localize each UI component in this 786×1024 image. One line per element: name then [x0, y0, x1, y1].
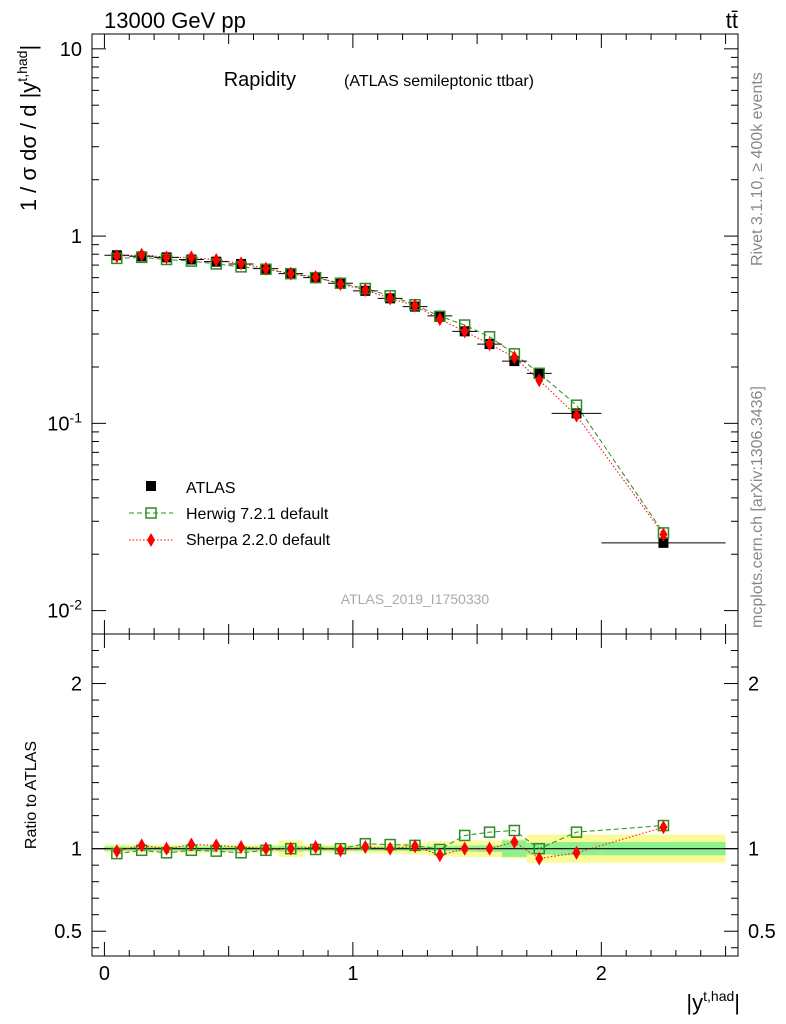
- sherpa-ratio-point: [162, 841, 171, 856]
- x-axis-label: |yt,had|: [686, 988, 740, 1015]
- sherpa-ratio-point: [411, 839, 419, 854]
- energy-label: 13000 GeV pp: [104, 8, 246, 33]
- sherpa-point: [361, 283, 370, 298]
- sherpa-ratio-point: [311, 840, 320, 855]
- sherpa-point: [187, 250, 196, 265]
- ratio-y-axis-label: Ratio to ATLAS: [23, 741, 40, 849]
- main-y-tick-label: 10-2: [47, 597, 82, 623]
- sherpa-ratio-point: [261, 841, 270, 856]
- sherpa-point: [212, 253, 221, 268]
- sherpa-ratio-point: [187, 837, 196, 852]
- ratio-y-tick-label-right: 2: [748, 674, 759, 696]
- herwig-ratio-point: [483, 826, 496, 838]
- main-y-axis-label: 1 / σ dσ / d |yt,had|: [14, 45, 41, 211]
- ratio-y-tick-label-right: 1: [748, 839, 759, 861]
- main-ticks: [92, 34, 738, 634]
- sherpa-point: [386, 291, 395, 306]
- sherpa-point: [336, 276, 345, 291]
- sherpa-point: [137, 247, 146, 262]
- sherpa-point: [162, 250, 171, 265]
- process-label: tt̄: [726, 8, 738, 33]
- main-y-tick-labels: 10 1 10-1 10-2: [47, 39, 82, 623]
- sherpa-point: [112, 249, 121, 264]
- ratio-panel: Ratio to ATLAS 0.5 0.5 1 1 2 2 0 1 2 |yt,had|: [23, 633, 776, 1015]
- sherpa-ratio-point: [361, 840, 370, 855]
- main-subtitle: (ATLAS semileptonic ttbar): [344, 73, 534, 90]
- x-tick-label: 1: [347, 963, 358, 985]
- legend-label-herwig: Herwig 7.2.1 default: [186, 506, 329, 523]
- sherpa-point: [535, 373, 544, 388]
- sherpa-ratio-point: [659, 820, 668, 835]
- ratio-ticks: [92, 633, 738, 956]
- sherpa-ratio-point: [572, 845, 581, 860]
- legend-marker-sherpa: [147, 533, 155, 547]
- sherpa-point: [237, 256, 246, 271]
- sherpa-ratio-point: [460, 841, 469, 856]
- sherpa-point: [411, 298, 419, 313]
- sherpa-point: [460, 324, 469, 339]
- main-y-tick-label: 1: [71, 226, 82, 248]
- sherpa-ratio-point: [435, 848, 444, 863]
- sherpa-ratio-point: [535, 851, 544, 866]
- main-title: Rapidity: [224, 69, 296, 91]
- sherpa-ratio-point: [386, 841, 395, 856]
- sherpa-point: [659, 527, 668, 542]
- legend-marker-herwig: [145, 507, 157, 519]
- herwig-ratio-point: [570, 826, 583, 838]
- main-y-tick-label: 10: [60, 39, 82, 61]
- ratio-y-tick-labels: 0.5 0.5 1 1 2 2: [54, 674, 776, 944]
- mcplots-label: mcplots.cern.ch [arXiv:1306.3436]: [749, 386, 766, 628]
- sherpa-point: [311, 269, 320, 284]
- herwig-ratio-point: [458, 829, 471, 842]
- sherpa-ratio-point: [137, 838, 146, 853]
- sherpa-ratio-point: [510, 835, 519, 850]
- sherpa-point: [510, 350, 519, 365]
- x-tick-label: 0: [99, 963, 110, 985]
- sherpa-ratio-point: [212, 838, 221, 853]
- rivet-label: Rivet 3.1.10, ≥ 400k events: [749, 72, 766, 266]
- herwig-line: [116, 256, 664, 534]
- ratio-frame: [91, 633, 739, 957]
- sherpa-ratio-point: [286, 841, 295, 856]
- x-tick-labels: 0 1 2: [99, 963, 607, 985]
- legend-label-sherpa: Sherpa 2.2.0 default: [186, 532, 331, 549]
- sherpa-point: [286, 266, 295, 281]
- sherpa-ratio-point: [485, 841, 494, 856]
- x-tick-label: 2: [596, 963, 607, 985]
- sherpa-point: [572, 408, 581, 423]
- main-y-tick-label: 10-1: [47, 409, 82, 435]
- ratio-y-tick-label-left: 0.5: [54, 921, 82, 943]
- analysis-watermark: ATLAS_2019_I1750330: [341, 591, 490, 607]
- sherpa-point: [435, 312, 444, 327]
- ratio-series: [111, 819, 670, 866]
- legend: ATLAS Herwig 7.2.1 default Sherpa 2.2.0 …: [129, 480, 331, 549]
- main-panel: Rapidity (ATLAS semileptonic ttbar) ATLA…: [14, 33, 739, 635]
- sherpa-point: [261, 261, 270, 276]
- sherpa-ratio-point: [336, 843, 345, 858]
- sherpa-line: [116, 254, 664, 535]
- ratio-y-tick-label-right: 0.5: [748, 921, 776, 943]
- legend-marker-atlas: [146, 481, 156, 491]
- sherpa-ratio-point: [237, 840, 246, 855]
- main-series: [104, 247, 726, 548]
- ratio-y-tick-label-left: 1: [71, 839, 82, 861]
- atlas-point: [658, 537, 669, 548]
- legend-label-atlas: ATLAS: [186, 480, 236, 497]
- sherpa-ratio-point: [112, 844, 121, 859]
- sherpa-point: [485, 337, 494, 352]
- ratio-y-tick-label-left: 2: [71, 674, 82, 696]
